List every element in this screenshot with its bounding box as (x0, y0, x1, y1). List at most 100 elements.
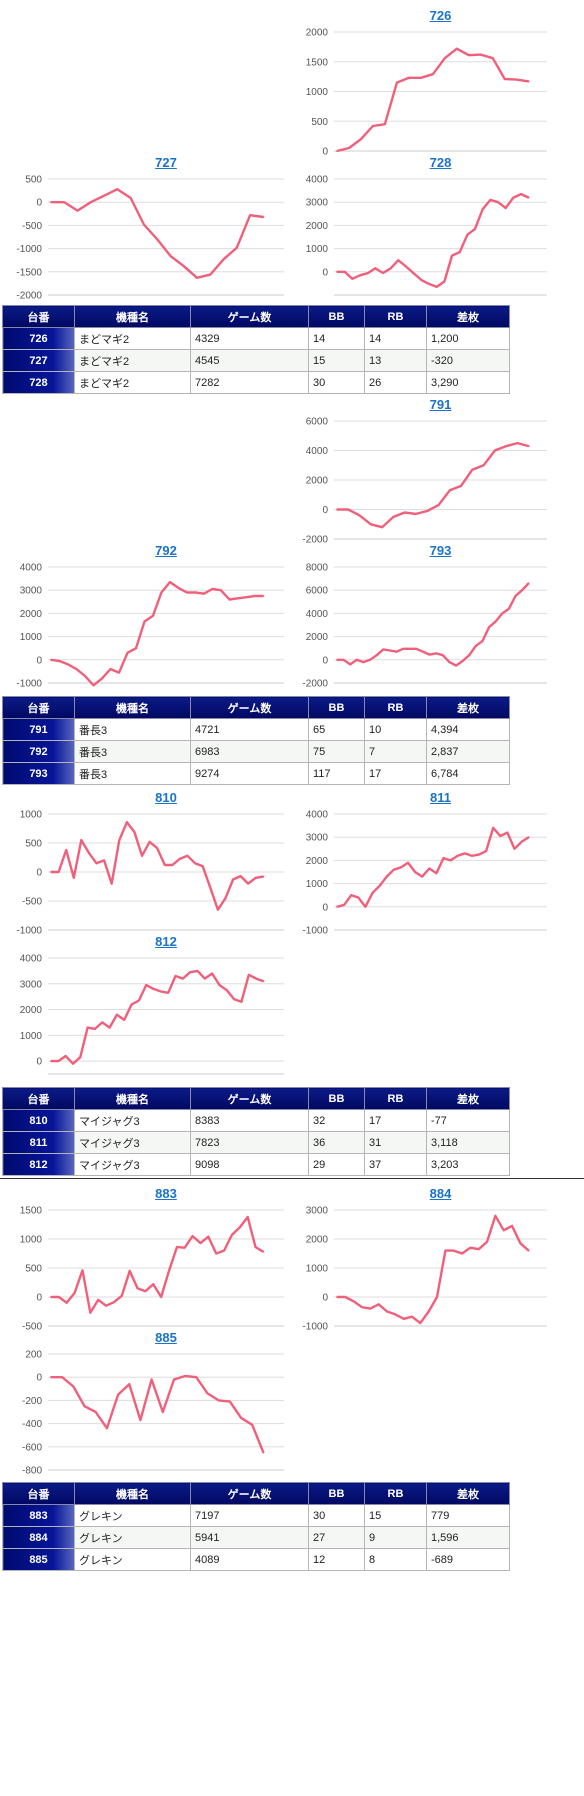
games-cell: 4721 (190, 718, 309, 741)
chart-title-link[interactable]: 812 (155, 934, 177, 949)
data-point (50, 658, 52, 661)
y-tick-label: 1000 (306, 1264, 329, 1275)
data-point (215, 1252, 218, 1255)
data-point (183, 1246, 186, 1249)
y-tick-label: 1000 (306, 244, 329, 255)
y-tick-label: -200 (22, 1396, 42, 1407)
chart-title-link[interactable]: 727 (155, 155, 177, 170)
data-point (169, 581, 171, 583)
data-point (143, 223, 145, 226)
data-point (218, 984, 221, 986)
data-point (381, 526, 384, 529)
data-point (163, 864, 166, 866)
data-point (477, 1248, 480, 1251)
data-point (514, 595, 517, 597)
series-line (337, 582, 530, 667)
bb-cell: 65 (308, 718, 365, 741)
y-tick-label: -2000 (16, 291, 42, 302)
data-point (81, 1269, 84, 1272)
chart-title-link[interactable]: 884 (429, 1186, 452, 1201)
data-point (86, 1026, 89, 1029)
data-point (456, 854, 459, 857)
data-point (194, 591, 197, 594)
y-tick-label: 3000 (306, 833, 329, 844)
data-point (116, 188, 119, 191)
data-point (461, 1252, 463, 1255)
data-point (352, 1300, 355, 1303)
diff-cell: 779 (426, 1504, 510, 1527)
data-point (428, 282, 430, 285)
data-point (182, 265, 185, 268)
games-cell: 8383 (190, 1109, 309, 1132)
machine-name-cell: グレキン (74, 1504, 191, 1527)
data-point (262, 1250, 265, 1253)
machine-number-cell: 885 (2, 1548, 75, 1571)
series-line (51, 969, 264, 1065)
y-tick-label: 1000 (20, 1031, 43, 1042)
data-point (355, 658, 358, 661)
chart-title-link[interactable]: 883 (155, 1186, 177, 1201)
y-tick-label: 2000 (306, 28, 329, 39)
bb-cell: 15 (308, 349, 365, 372)
rb-cell: 9 (364, 1526, 427, 1549)
diff-cell: 4,394 (426, 718, 510, 741)
machine-name-cell: 番長3 (74, 718, 191, 741)
data-point (407, 76, 410, 79)
machine-name-cell: マイジャグ3 (74, 1131, 191, 1154)
y-tick-label: -800 (22, 1466, 42, 1477)
data-point (392, 515, 395, 518)
column-header: BB (308, 1482, 365, 1505)
y-tick-label: 0 (36, 1373, 42, 1384)
data-point (65, 849, 68, 851)
chart-title-link[interactable]: 726 (429, 8, 452, 23)
chart-title-link[interactable]: 810 (155, 790, 177, 805)
chart-title-link[interactable]: 811 (430, 790, 451, 805)
data-point (408, 647, 411, 650)
data-point (511, 1225, 513, 1227)
data-point (57, 1296, 60, 1298)
column-header: ゲーム数 (190, 305, 309, 328)
data-point (225, 989, 228, 992)
data-point (156, 238, 159, 241)
chart-title-link[interactable]: 791 (429, 397, 452, 412)
y-tick-label: -500 (22, 1322, 42, 1333)
data-point (232, 878, 234, 881)
column-header: RB (364, 305, 427, 328)
data-point (224, 897, 227, 899)
table-row: 883 グレキン 7197 30 15 779 (2, 1504, 510, 1527)
data-point (494, 1214, 497, 1217)
chart-title-link[interactable]: 885 (155, 1330, 177, 1345)
machine-name-cell: まどマギ2 (74, 327, 191, 350)
data-point (349, 663, 352, 666)
machine-table: 台番 機種名 ゲーム数 BB RB 差枚 810 マイジャグ3 8383 32 17 -77 811 マイ… (2, 1087, 510, 1176)
data-point (50, 201, 52, 204)
data-point (168, 1270, 170, 1272)
bb-cell: 12 (308, 1548, 365, 1571)
games-cell: 7823 (190, 1131, 309, 1154)
data-point (428, 867, 431, 870)
data-point (137, 999, 140, 1002)
table-row: 727 まどマギ2 4545 15 13 -320 (2, 349, 510, 372)
data-point (186, 591, 188, 594)
data-point (217, 1399, 220, 1402)
data-point (359, 274, 361, 277)
data-point (471, 468, 474, 471)
data-point (374, 267, 377, 270)
chart-svg: -500 0 500 1000 1500 (20, 1206, 284, 1333)
data-point (466, 233, 469, 236)
column-header: BB (308, 1087, 365, 1110)
data-point (386, 1310, 388, 1313)
data-point (67, 663, 69, 666)
y-tick-label: 200 (25, 1350, 42, 1361)
table-header-row: 台番 機種名 ゲーム数 BB RB 差枚 (2, 1482, 510, 1505)
chart-svg: 0 1000 2000 3000 4000 (306, 175, 547, 296)
chart-title-link[interactable]: 728 (429, 155, 452, 170)
data-point (61, 1376, 64, 1379)
series-line (337, 1214, 530, 1325)
data-point (95, 862, 98, 865)
chart-title-link[interactable]: 793 (429, 543, 452, 558)
data-point (262, 1451, 265, 1454)
column-header: 台番 (2, 305, 75, 328)
data-point (507, 607, 510, 610)
chart-title-link[interactable]: 792 (155, 543, 177, 558)
